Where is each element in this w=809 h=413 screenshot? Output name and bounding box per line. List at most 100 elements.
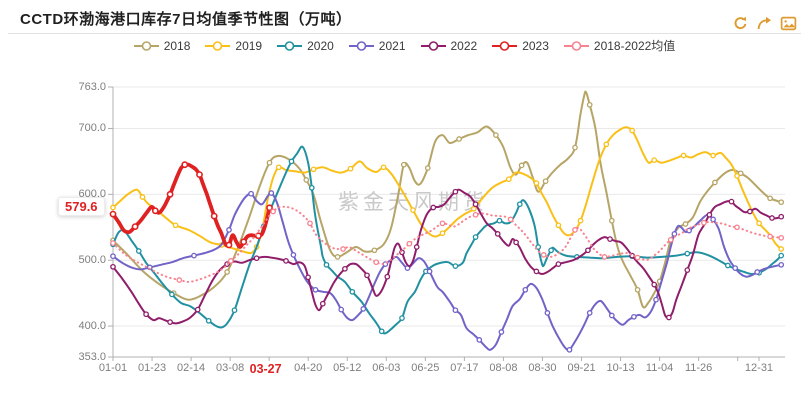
x-tick-label: 09-21 bbox=[567, 362, 596, 374]
series-marker bbox=[778, 234, 785, 241]
series-marker bbox=[227, 258, 234, 264]
series-marker bbox=[452, 188, 459, 195]
series-marker bbox=[542, 178, 549, 185]
series-marker bbox=[706, 211, 713, 218]
series-marker bbox=[307, 220, 313, 227]
series-marker bbox=[631, 313, 637, 320]
series-marker bbox=[680, 152, 687, 159]
series-marker bbox=[410, 207, 416, 213]
x-tick-label: 07-17 bbox=[450, 362, 479, 374]
series-marker bbox=[608, 217, 615, 224]
series-marker bbox=[439, 220, 446, 227]
series-marker bbox=[384, 273, 391, 280]
highlighted-date-label: 03-27 bbox=[249, 362, 282, 376]
series-marker bbox=[586, 101, 593, 108]
series-marker bbox=[426, 268, 433, 275]
legend-label: 2022 bbox=[450, 38, 478, 53]
series-marker bbox=[498, 329, 505, 335]
y-tick-label: 700.0 bbox=[78, 121, 106, 134]
series-marker bbox=[513, 239, 519, 246]
series-marker bbox=[629, 127, 635, 134]
series-marker bbox=[266, 159, 273, 166]
series-marker bbox=[143, 311, 149, 318]
series-marker bbox=[275, 164, 282, 171]
series-marker bbox=[181, 161, 189, 169]
series-marker bbox=[522, 286, 529, 293]
x-tick-label: 01-01 bbox=[98, 362, 128, 374]
series-marker bbox=[225, 241, 233, 249]
series-marker bbox=[634, 286, 641, 293]
legend-item-2021[interactable]: 2021 bbox=[348, 39, 406, 53]
legend-label: 2023 bbox=[522, 38, 549, 53]
series-marker bbox=[268, 190, 275, 196]
series-marker bbox=[684, 267, 691, 273]
legend-marker-icon bbox=[133, 40, 159, 51]
series-marker bbox=[253, 255, 260, 262]
series-marker bbox=[778, 246, 785, 252]
series-marker bbox=[110, 263, 116, 270]
series-marker bbox=[226, 227, 232, 233]
legend-marker-icon bbox=[277, 40, 303, 51]
series-marker bbox=[603, 141, 610, 148]
series-marker bbox=[371, 247, 378, 254]
share-icon[interactable] bbox=[756, 15, 773, 32]
series-marker bbox=[151, 207, 159, 215]
series-marker bbox=[710, 152, 716, 159]
chart-legend: 2018 2019 2020 2021 2022 2023 2018-2022均值 bbox=[0, 37, 809, 54]
refresh-icon[interactable] bbox=[732, 15, 749, 32]
y-tick-label: 400.0 bbox=[78, 319, 106, 332]
series-marker bbox=[712, 179, 718, 186]
series-marker bbox=[400, 161, 407, 168]
legend-item-2018-2022均值[interactable]: 2018-2022均值 bbox=[563, 37, 675, 54]
legend-marker-icon bbox=[205, 40, 231, 51]
series-marker bbox=[472, 211, 479, 218]
legend-marker-icon bbox=[563, 40, 589, 51]
series-marker bbox=[585, 247, 591, 254]
series-marker bbox=[634, 254, 641, 261]
y-tick-label: 353.0 bbox=[78, 350, 106, 363]
legend-item-2020[interactable]: 2020 bbox=[277, 39, 334, 53]
series-marker bbox=[312, 286, 319, 293]
series-marker bbox=[196, 171, 203, 178]
series-marker bbox=[191, 252, 197, 259]
y-tick-label: 600.0 bbox=[78, 187, 106, 200]
series-marker bbox=[347, 165, 354, 172]
series-marker bbox=[767, 233, 773, 240]
series-marker bbox=[399, 315, 405, 321]
series-line-2019 bbox=[112, 126, 783, 255]
series-marker bbox=[342, 265, 348, 272]
legend-item-2019[interactable]: 2019 bbox=[205, 39, 262, 53]
series-marker bbox=[109, 210, 117, 218]
series-marker bbox=[778, 261, 785, 268]
x-tick-label: 01-23 bbox=[137, 362, 167, 374]
series-marker bbox=[135, 248, 142, 254]
series-marker bbox=[684, 250, 691, 257]
series-marker bbox=[724, 262, 731, 269]
legend-label: 2019 bbox=[235, 38, 263, 53]
series-marker bbox=[288, 158, 295, 165]
series-marker bbox=[667, 236, 674, 243]
series-marker bbox=[767, 195, 773, 202]
series-marker bbox=[360, 306, 367, 312]
watermark: 紫金天风期货 bbox=[338, 191, 488, 214]
legend-item-2022[interactable]: 2022 bbox=[420, 38, 478, 53]
save-image-icon[interactable] bbox=[780, 15, 797, 32]
series-marker bbox=[494, 231, 501, 237]
series-marker bbox=[754, 269, 761, 275]
series-marker bbox=[340, 246, 346, 252]
legend-item-2023[interactable]: 2023 bbox=[492, 39, 549, 53]
series-marker bbox=[756, 220, 762, 227]
series-marker bbox=[248, 190, 254, 197]
legend-item-2018[interactable]: 2018 bbox=[133, 39, 190, 53]
series-marker bbox=[283, 258, 289, 264]
series-marker bbox=[734, 224, 740, 231]
series-marker bbox=[651, 157, 658, 163]
series-marker bbox=[701, 219, 707, 226]
series-marker bbox=[572, 144, 578, 151]
series-marker bbox=[266, 204, 273, 212]
series-marker bbox=[169, 291, 175, 298]
series-marker bbox=[373, 259, 380, 266]
series-marker bbox=[110, 240, 116, 246]
